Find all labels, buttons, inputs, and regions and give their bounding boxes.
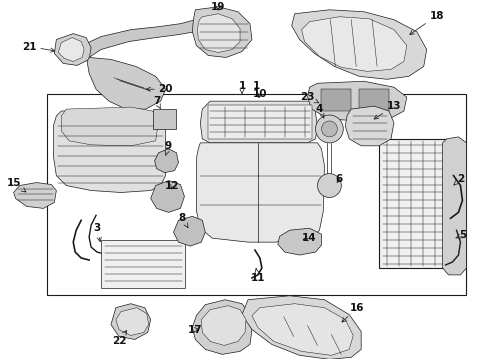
Circle shape xyxy=(321,121,337,137)
Text: 5: 5 xyxy=(456,230,466,240)
Polygon shape xyxy=(61,107,159,146)
Text: 3: 3 xyxy=(94,223,101,242)
Polygon shape xyxy=(14,183,56,208)
Text: 16: 16 xyxy=(342,303,365,322)
Text: 18: 18 xyxy=(410,11,444,35)
Polygon shape xyxy=(54,33,91,66)
Bar xyxy=(101,240,185,288)
Polygon shape xyxy=(197,14,240,53)
Text: 2: 2 xyxy=(454,174,464,185)
Text: 1: 1 xyxy=(239,81,245,94)
Text: 14: 14 xyxy=(302,233,317,243)
Text: 13: 13 xyxy=(374,101,401,119)
Polygon shape xyxy=(196,143,324,242)
Polygon shape xyxy=(308,81,407,121)
Bar xyxy=(321,89,351,111)
Text: 10: 10 xyxy=(253,89,267,99)
Polygon shape xyxy=(155,149,178,173)
Text: 19: 19 xyxy=(211,2,225,12)
Polygon shape xyxy=(200,101,318,143)
Text: 7: 7 xyxy=(153,96,161,109)
Polygon shape xyxy=(87,58,166,109)
Text: 4: 4 xyxy=(316,104,324,118)
Polygon shape xyxy=(278,228,321,255)
Polygon shape xyxy=(53,109,166,193)
Polygon shape xyxy=(292,10,427,79)
Text: 21: 21 xyxy=(22,41,55,52)
Polygon shape xyxy=(345,106,394,146)
Text: 15: 15 xyxy=(6,177,26,192)
Polygon shape xyxy=(111,304,150,339)
Text: 1: 1 xyxy=(253,81,261,91)
Circle shape xyxy=(316,115,343,143)
Bar xyxy=(48,94,466,295)
Polygon shape xyxy=(86,20,196,58)
Polygon shape xyxy=(201,306,246,345)
Bar xyxy=(379,139,448,268)
Text: 12: 12 xyxy=(165,180,180,190)
Text: 23: 23 xyxy=(300,92,319,103)
Bar xyxy=(153,109,176,129)
Polygon shape xyxy=(116,308,148,336)
Text: 6: 6 xyxy=(336,174,343,184)
Polygon shape xyxy=(442,137,466,275)
Polygon shape xyxy=(150,181,184,212)
Circle shape xyxy=(318,174,342,197)
Polygon shape xyxy=(193,7,252,58)
Bar xyxy=(208,105,312,139)
Text: 9: 9 xyxy=(165,141,172,155)
Text: 8: 8 xyxy=(179,213,188,228)
Text: 20: 20 xyxy=(147,84,173,94)
Polygon shape xyxy=(252,304,353,355)
Text: 17: 17 xyxy=(188,324,203,334)
Polygon shape xyxy=(58,37,84,62)
Polygon shape xyxy=(302,17,407,71)
Polygon shape xyxy=(193,300,252,354)
Text: 11: 11 xyxy=(251,269,265,283)
Polygon shape xyxy=(242,296,361,359)
Text: 22: 22 xyxy=(112,330,127,346)
Bar xyxy=(359,89,389,111)
Polygon shape xyxy=(173,216,205,246)
